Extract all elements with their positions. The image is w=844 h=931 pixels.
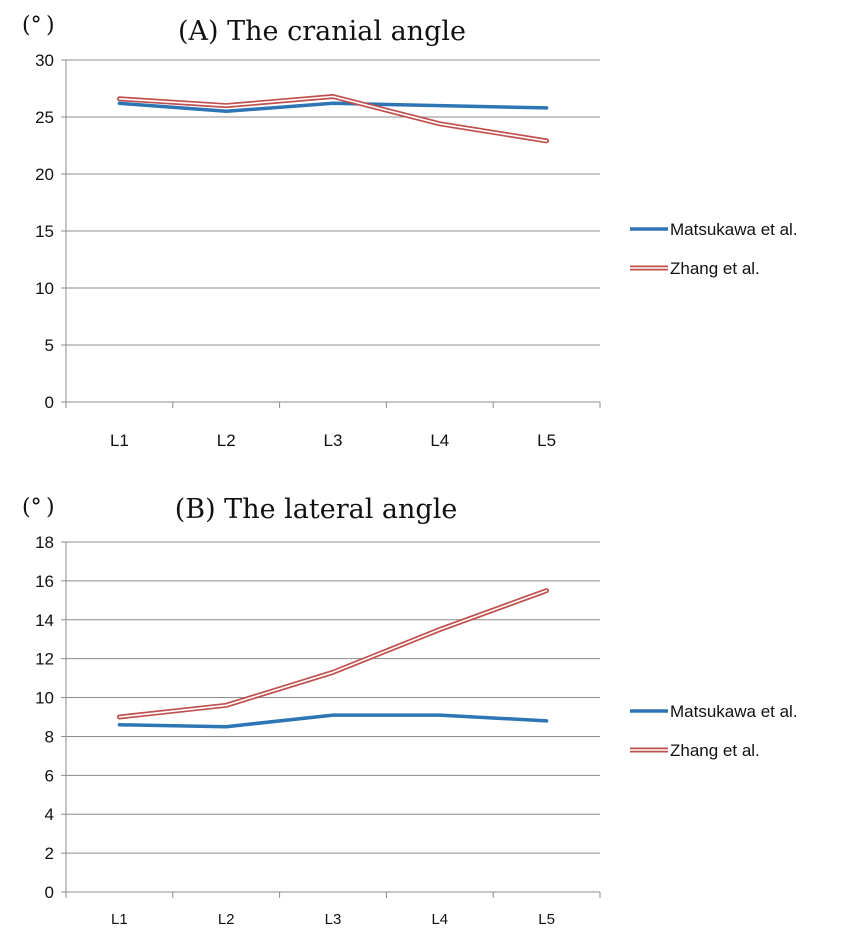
y-tick-label: 18: [35, 533, 54, 552]
x-tick-label: L1: [111, 911, 128, 928]
y-tick-label: 20: [35, 165, 54, 184]
y-tick-label: 0: [45, 393, 54, 412]
legend-label: Zhang et al.: [670, 259, 760, 278]
y-tick-label: 16: [35, 572, 54, 591]
x-tick-label: L3: [324, 431, 343, 450]
chart-title: (B) The lateral angle: [175, 494, 458, 525]
chart-title: (A) The cranial angle: [178, 16, 466, 47]
y-tick-label: 25: [35, 108, 54, 127]
x-tick-label: L5: [538, 911, 555, 928]
unit-label: (° ): [22, 13, 55, 38]
y-tick-label: 0: [45, 883, 54, 902]
y-tick-label: 2: [45, 844, 54, 863]
y-tick-label: 4: [45, 805, 54, 824]
legend-label: Zhang et al.: [670, 741, 760, 760]
y-tick-label: 14: [35, 611, 54, 630]
y-tick-label: 30: [35, 51, 54, 70]
x-tick-label: L5: [537, 431, 556, 450]
x-tick-label: L3: [325, 911, 342, 928]
chart-panel-b: (° ) (B) The lateral angle 0 2 4 6 8 10 12 14 16…: [22, 494, 798, 928]
y-tick-label: 5: [45, 336, 54, 355]
series-line-inner-1: [118, 95, 548, 142]
legend-label: Matsukawa et al.: [670, 220, 798, 239]
y-tick-label: 8: [45, 727, 54, 746]
legend-label: Matsukawa et al.: [670, 702, 798, 721]
series-line-0: [117, 101, 549, 114]
x-tick-label: L4: [431, 911, 448, 928]
x-tick-label: L2: [218, 911, 235, 928]
chart-panel-a: (° ) (A) The cranial angle 0 5 10 15 20 25 30 L…: [22, 13, 798, 450]
x-tick-label: L2: [217, 431, 236, 450]
y-tick-label: 6: [45, 766, 54, 785]
series-line-0: [117, 713, 549, 729]
unit-label: (° ): [22, 495, 55, 520]
series-line-inner-1: [118, 589, 548, 718]
y-tick-label: 10: [35, 279, 54, 298]
x-tick-label: L4: [430, 431, 449, 450]
y-tick-label: 15: [35, 222, 54, 241]
y-tick-label: 12: [35, 650, 54, 669]
y-tick-label: 10: [35, 689, 54, 708]
x-tick-label: L1: [110, 431, 129, 450]
